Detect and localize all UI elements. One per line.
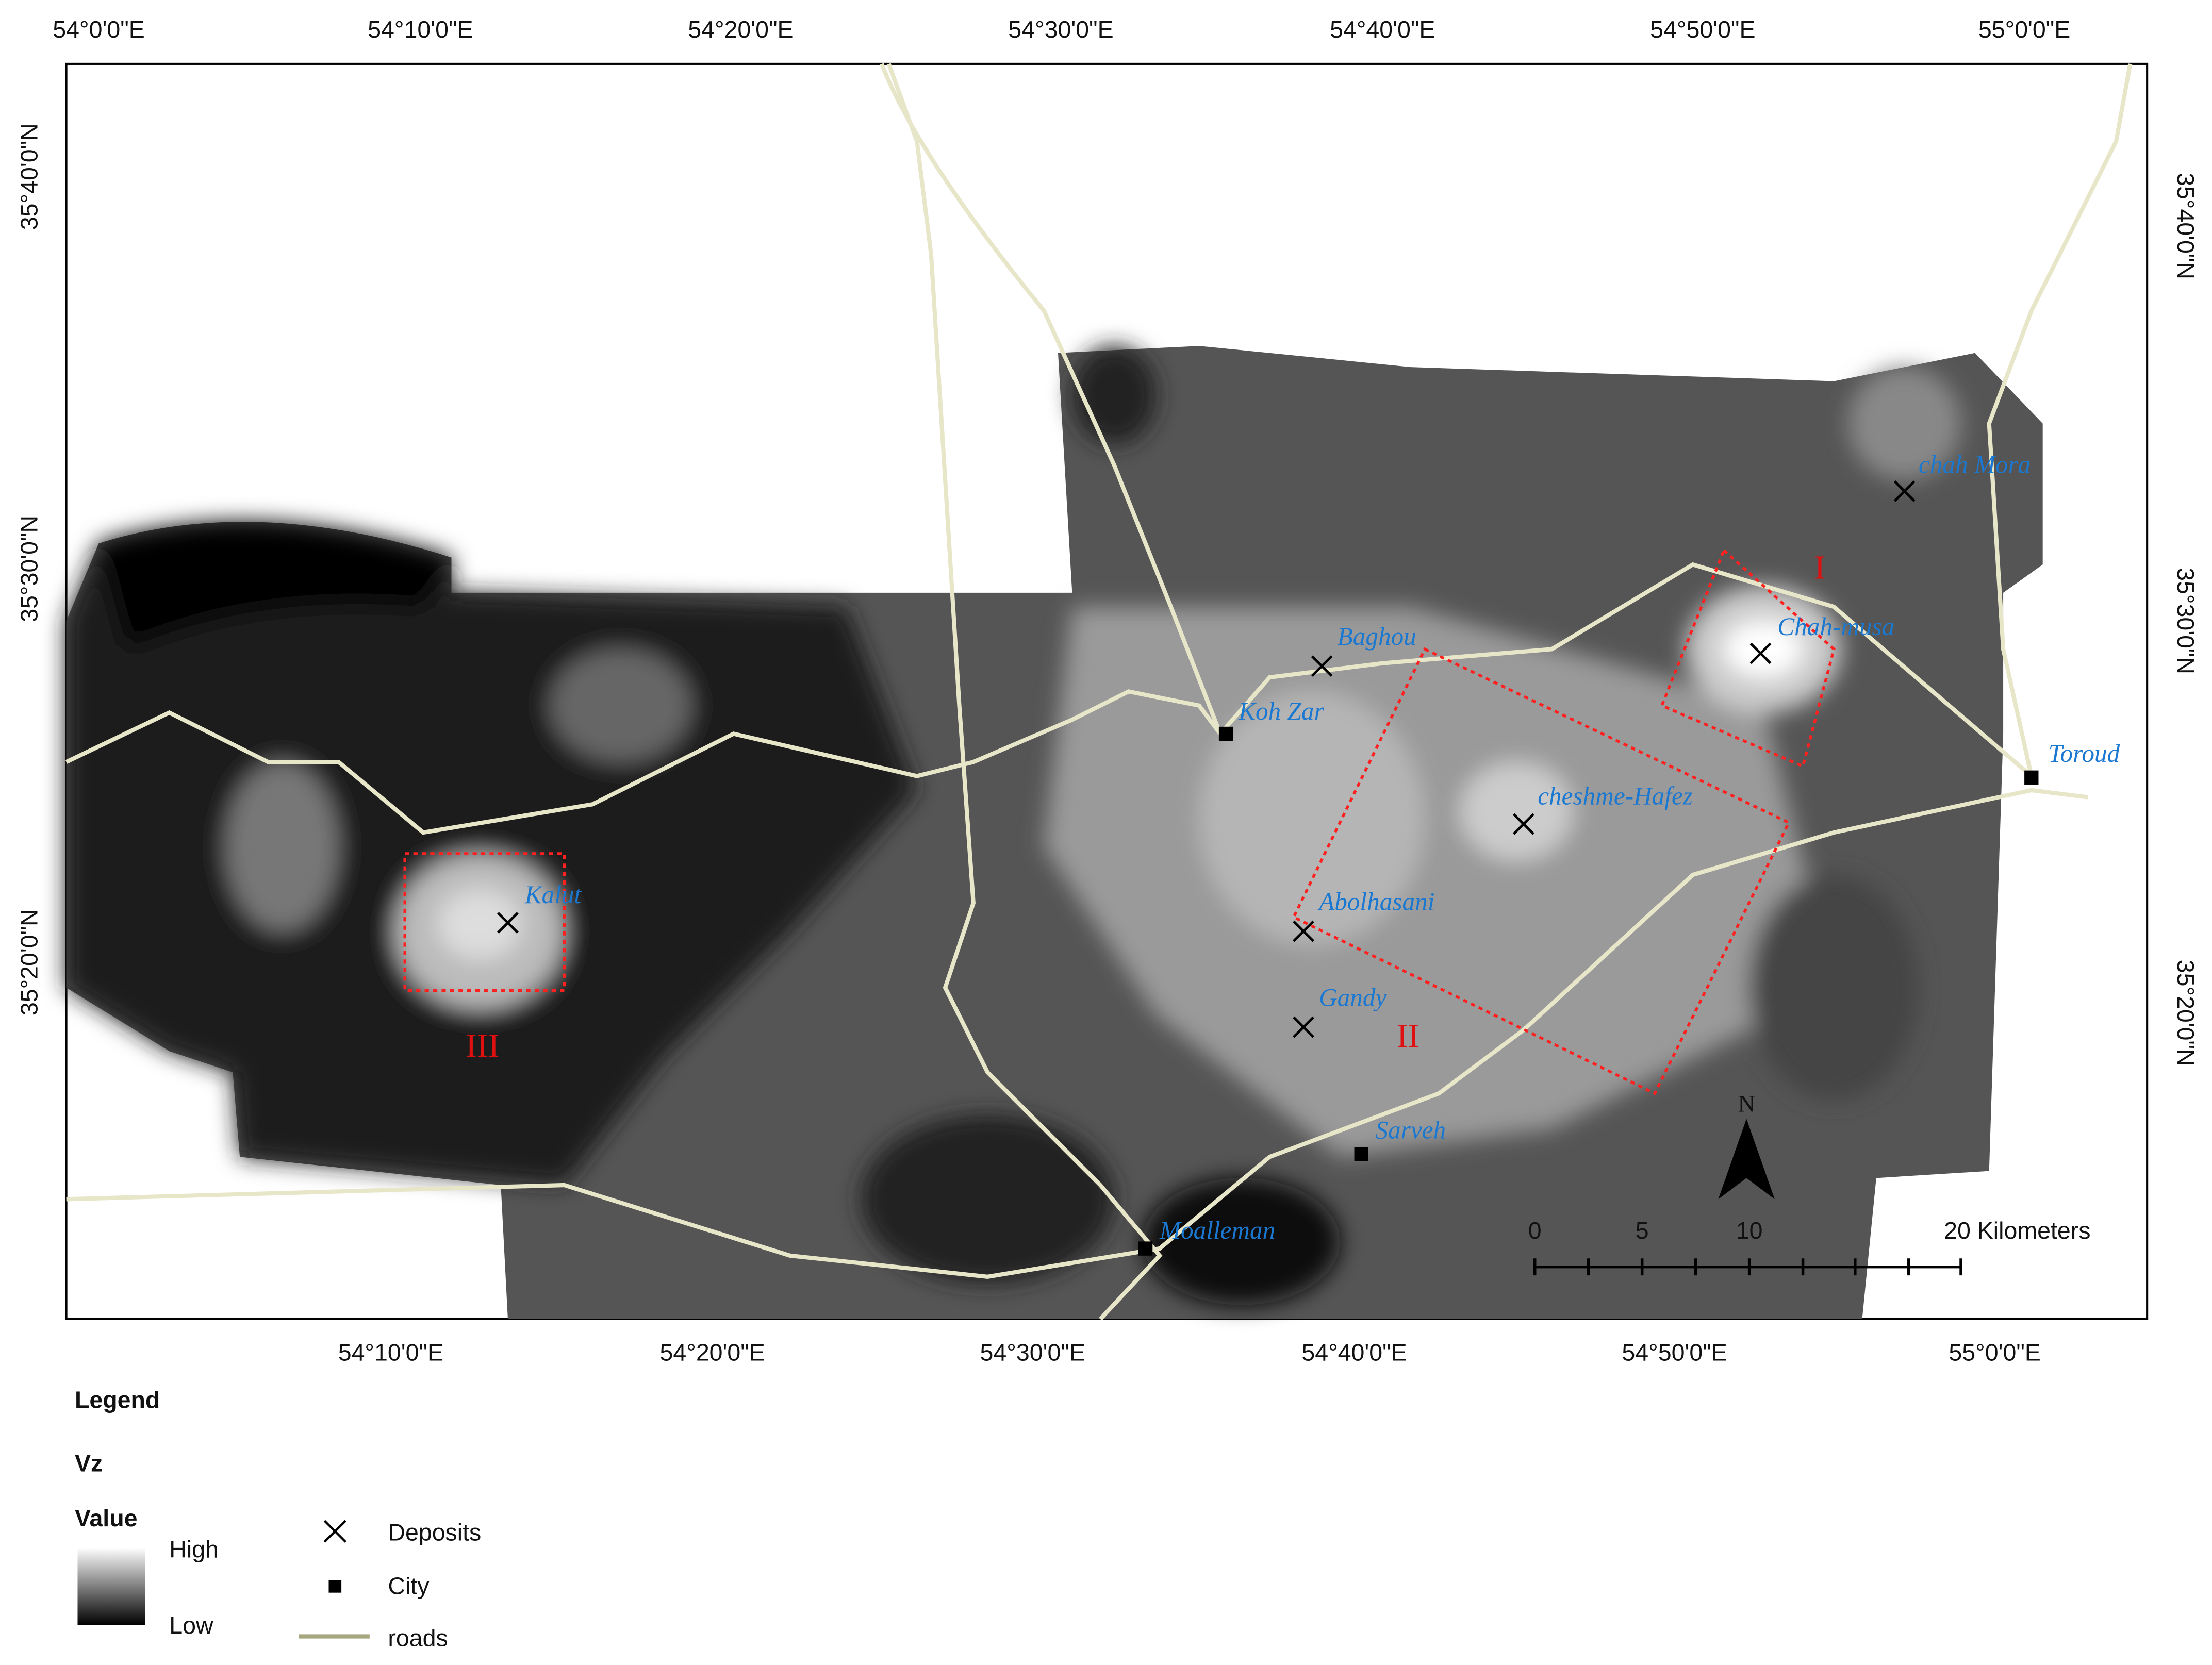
top-axis-label: 54°0'0"E xyxy=(53,16,144,43)
place-label: chah Mora xyxy=(1919,450,2031,478)
deposit-marker xyxy=(1749,642,1772,664)
bottom-axis-label: 54°50'0"E xyxy=(1622,1339,1727,1366)
city-marker xyxy=(2024,770,2039,785)
left-axis-label: 35°30'0"N xyxy=(15,515,42,622)
top-axis-label: 54°40'0"E xyxy=(1330,16,1435,43)
legend-layer: Vz xyxy=(75,1450,103,1476)
deposit-marker xyxy=(1293,1016,1314,1038)
scale-label: 20 Kilometers xyxy=(1944,1217,2090,1244)
scale-label: 5 xyxy=(1636,1217,1649,1244)
deposit-marker xyxy=(1893,480,1916,502)
zone-label: III xyxy=(466,1027,500,1064)
bottom-axis-label: 55°0'0"E xyxy=(1949,1339,2040,1366)
right-axis-label: 35°30'0"N xyxy=(2172,568,2199,674)
raster xyxy=(66,346,2043,1319)
left-axis-label: 35°40'0"N xyxy=(15,123,42,230)
place-label: Chah-musa xyxy=(1777,612,1894,641)
legend-high: High xyxy=(169,1536,219,1562)
labels: 54°0'0"E 54°10'0"E 54°20'0"E 54°30'0"E 54°40… xyxy=(15,16,2199,1651)
legend-city xyxy=(328,1580,342,1593)
place-label: Koh Zar xyxy=(1238,697,1324,725)
place-label: Abolhasani xyxy=(1317,887,1434,915)
deposit-marker xyxy=(1293,920,1314,942)
city-marker xyxy=(1218,726,1233,741)
right-axis-label: 35°20'0"N xyxy=(2172,960,2199,1067)
legend-field: Value xyxy=(75,1505,137,1531)
legend-title: Legend xyxy=(75,1386,160,1413)
left-axis-label: 35°20'0"N xyxy=(15,909,42,1015)
scale-bar xyxy=(1533,1258,1962,1276)
zone-boxes xyxy=(403,548,1836,1095)
place-label: Kalut xyxy=(524,880,582,909)
place-label: Gandy xyxy=(1319,984,1386,1012)
bottom-axis-label: 54°20'0"E xyxy=(660,1339,765,1366)
north-label: N xyxy=(1738,1091,1755,1118)
zone-label: II xyxy=(1397,1017,1419,1055)
place-label: cheshme-Hafez xyxy=(1538,781,1693,810)
deposit-marker xyxy=(497,912,519,934)
legend-item: City xyxy=(388,1572,430,1599)
place-label: Sarveh xyxy=(1376,1116,1446,1144)
legend-deposit xyxy=(323,1520,346,1543)
bottom-axis-label: 54°30'0"E xyxy=(980,1339,1085,1366)
top-axis-label: 54°30'0"E xyxy=(1008,16,1113,43)
place-label: Moalleman xyxy=(1159,1216,1275,1244)
bottom-axis-label: 54°10'0"E xyxy=(338,1339,443,1366)
legend-ramp xyxy=(77,1547,145,1625)
legend-item: Deposits xyxy=(388,1519,481,1545)
scale-label: 0 xyxy=(1528,1217,1542,1244)
top-axis-label: 55°0'0"E xyxy=(1978,16,2070,43)
zone-label: I xyxy=(1814,549,1825,587)
legend-item: roads xyxy=(388,1625,448,1652)
place-label: Toroud xyxy=(2049,739,2120,768)
top-axis-label: 54°10'0"E xyxy=(368,16,473,43)
top-axis-label: 54°20'0"E xyxy=(688,16,793,43)
top-axis-label: 54°50'0"E xyxy=(1650,16,1755,43)
roads xyxy=(65,63,2133,1321)
city-marker xyxy=(1354,1147,1368,1161)
scale-label: 10 xyxy=(1736,1217,1763,1244)
place-label: Baghou xyxy=(1338,622,1416,651)
bottom-axis-label: 54°40'0"E xyxy=(1301,1339,1407,1366)
deposit-marker xyxy=(1512,813,1534,835)
city-marker xyxy=(1138,1241,1153,1256)
right-axis-label: 35°40'0"N xyxy=(2172,173,2199,279)
deposit-marker xyxy=(1311,655,1333,677)
north-arrow xyxy=(1718,1119,1775,1200)
legend-low: Low xyxy=(169,1612,213,1639)
